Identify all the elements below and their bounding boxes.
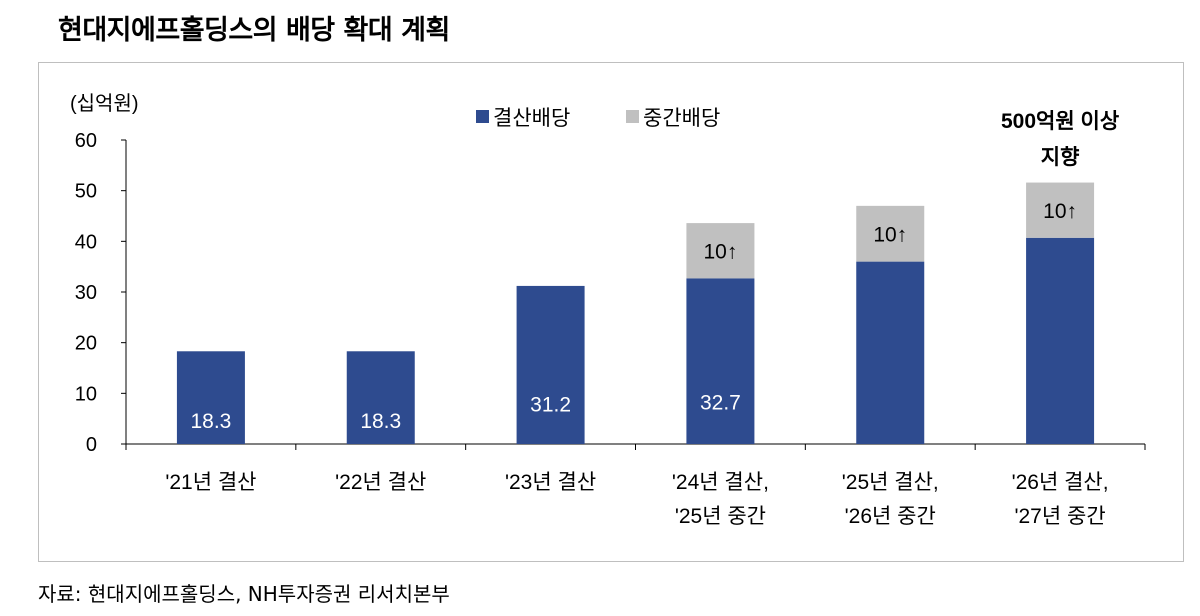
x-tick-label: '22년 결산 xyxy=(335,471,426,494)
data-label-final: 18.3 xyxy=(360,410,401,433)
annotation-text: 지향 xyxy=(1041,145,1080,169)
x-tick-label: '23년 결산 xyxy=(505,471,596,494)
bar-interim-dividend xyxy=(1026,182,1095,238)
y-tick-label: 60 xyxy=(75,130,97,152)
x-tick-label: '25년 중간 xyxy=(675,505,766,528)
y-tick-label: 40 xyxy=(75,231,97,253)
legend-swatch-final xyxy=(476,110,489,123)
bar-final-dividend xyxy=(1026,237,1095,444)
data-label-final: 31.2 xyxy=(530,393,571,416)
bar-final-dividend xyxy=(686,278,755,444)
legend-label-final: 결산배당 xyxy=(493,107,570,130)
legend-label-interim: 중간배당 xyxy=(643,107,720,130)
x-tick-label: '25년 결산, xyxy=(842,471,939,494)
y-tick-label: 50 xyxy=(75,181,97,203)
chart-frame xyxy=(38,62,1184,562)
legend-swatch-interim xyxy=(626,110,639,123)
y-tick-label: 20 xyxy=(75,333,97,355)
data-label-interim: 10↑ xyxy=(703,241,737,264)
bar-final-dividend xyxy=(856,261,925,444)
x-tick-label: '26년 중간 xyxy=(845,505,936,528)
bar-final-dividend xyxy=(516,285,585,444)
y-tick-label: 30 xyxy=(75,282,97,304)
y-tick-label: 0 xyxy=(86,434,97,456)
bar-final-dividend xyxy=(176,351,245,444)
y-tick-label: 10 xyxy=(75,383,97,405)
annotation-text: 500억원 이상 xyxy=(1001,110,1119,133)
bar-interim-dividend xyxy=(856,205,925,262)
chart-title: 현대지에프홀딩스의 배당 확대 계획 xyxy=(58,15,450,46)
x-tick-label: '24년 결산, xyxy=(672,471,769,494)
bar-final-dividend xyxy=(346,351,415,444)
x-tick-label: '26년 결산, xyxy=(1012,471,1109,494)
x-tick-label: '21년 결산 xyxy=(165,471,256,494)
source-note: 자료: 현대지에프홀딩스, NH투자증권 리서치본부 xyxy=(38,582,450,606)
x-tick-label: '27년 중간 xyxy=(1014,505,1105,528)
bar-interim-dividend xyxy=(686,223,755,279)
data-label-final: 32.7 xyxy=(700,392,741,415)
y-unit-label: (십억원) xyxy=(70,92,139,115)
data-label-interim: 10↑ xyxy=(873,224,907,247)
data-label-interim: 10↑ xyxy=(1043,200,1077,223)
data-label-final: 18.3 xyxy=(190,410,231,433)
